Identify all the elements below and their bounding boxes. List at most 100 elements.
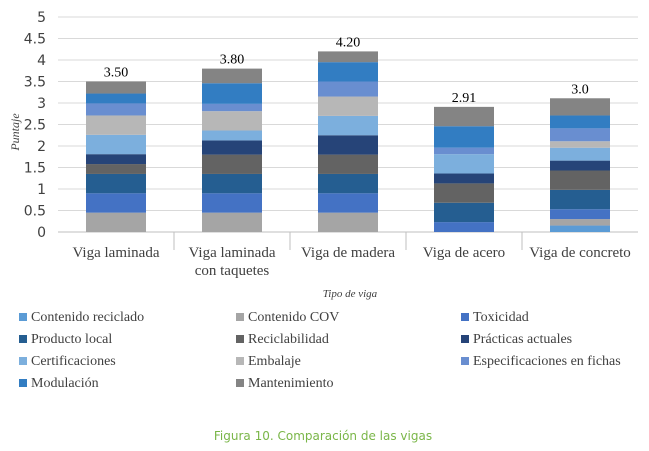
legend-label: Producto local [31,332,112,347]
bar-segment [202,103,262,112]
legend-swatch [19,335,27,343]
bar-segment [86,81,146,94]
bar-segment [86,164,146,174]
bar-segment [550,219,610,226]
y-tick-label: 5 [37,10,46,26]
bar-segment [86,93,146,104]
bars [86,51,610,232]
x-tick-label: Viga de concreto [529,245,631,261]
bar-segment [550,141,610,148]
bar-segment [318,173,378,194]
x-axis-ticks: Viga laminada Viga laminada con taquetes Vi… [73,245,631,279]
legend-label: Toxicidad [473,310,529,325]
y-tick-label: 0.5 [24,204,46,220]
legend-swatch [236,379,244,387]
bar-segment [318,115,378,136]
bar-segment [86,154,146,165]
total-value-label: 3.80 [220,53,245,68]
x-tick-label: Viga de madera [301,245,395,261]
y-tick-label: 4.5 [24,32,46,48]
total-labels: 3.50 3.80 4.20 2.91 3.0 [104,35,589,105]
legend-swatch [19,357,27,365]
x-tick-label: con taquetes [195,263,270,279]
legend-swatch [19,379,27,387]
bar-segment [86,193,146,213]
bar-segment [318,154,378,174]
bar-segment [434,126,494,148]
y-tick-label: 3 [37,96,46,112]
legend-label: Mantenimiento [248,376,334,391]
bar-segment [86,134,146,155]
bar-segment [550,128,610,142]
bar-segment [434,183,494,203]
y-axis-ticks: 0 0.5 1 1.5 2 2.5 3 3.5 4 4.5 5 [24,10,46,241]
bar-segment [318,135,378,155]
y-tick-label: 1.5 [24,161,46,177]
bar-segment [86,212,146,232]
legend-label: Embalaje [248,354,301,369]
bar-segment [202,173,262,194]
bar-segment [550,209,610,220]
legend-swatch [236,313,244,321]
bar-segment [202,212,262,232]
bar-segment [86,173,146,194]
bar-segment [434,222,494,232]
bar-segment [202,140,262,155]
total-value-label: 3.50 [104,66,129,81]
y-tick-label: 1 [37,182,46,198]
legend-swatch [236,357,244,365]
legend-swatch [461,357,469,365]
y-tick-label: 2 [37,139,46,155]
bar-segment [202,111,262,131]
y-tick-label: 0 [37,225,46,241]
total-value-label: 4.20 [336,35,361,50]
y-tick-label: 4 [37,53,46,69]
bar-segment [550,147,610,161]
bar-segment [202,83,262,104]
bar-segment [86,115,146,135]
y-axis-label: Puntaje [8,113,22,152]
bar-segment [550,225,610,232]
bar-segment [202,193,262,213]
legend-swatch [19,313,27,321]
bar-segment [202,68,262,84]
legend-label: Contenido reciclado [31,310,144,325]
bar-segment [550,189,610,210]
x-tick-label: Viga laminada [73,245,160,261]
legend-label: Reciclabilidad [248,332,329,347]
legend: Contenido reciclado Contenido COV Toxicida… [19,310,621,391]
bar-segment [318,81,378,97]
bar-segment [318,193,378,213]
x-tick-label: Viga de acero [423,245,505,261]
bar-segment [202,130,262,141]
legend-label: Prácticas actuales [473,332,572,347]
bar-segment [318,96,378,116]
legend-label: Certificaciones [31,354,116,369]
legend-label: Modulación [31,376,99,391]
bar-segment [202,154,262,174]
bar-segment [434,154,494,174]
legend-swatch [461,335,469,343]
x-axis-label: Tipo de viga [323,288,378,300]
legend-swatch [236,335,244,343]
legend-swatch [461,313,469,321]
bar-segment [434,202,494,223]
bar-segment [318,212,378,232]
bar-segment [86,103,146,116]
legend-label: Especificaciones en fichas [473,354,621,369]
bar-segment [318,62,378,82]
total-value-label: 3.0 [571,82,589,97]
y-tick-label: 2.5 [24,118,46,134]
total-value-label: 2.91 [452,91,477,106]
bar-segment [550,115,610,129]
legend-label: Contenido COV [248,310,339,325]
bar-segment [550,170,610,190]
figure-caption: Figura 10. Comparación de las vigas [214,429,432,443]
bar-segment [550,160,610,171]
bar-segment [434,173,494,184]
bar-segment [434,147,494,155]
bar-segment [318,51,378,63]
bar-segment [434,106,494,127]
x-tick-label: Viga laminada [189,245,276,261]
